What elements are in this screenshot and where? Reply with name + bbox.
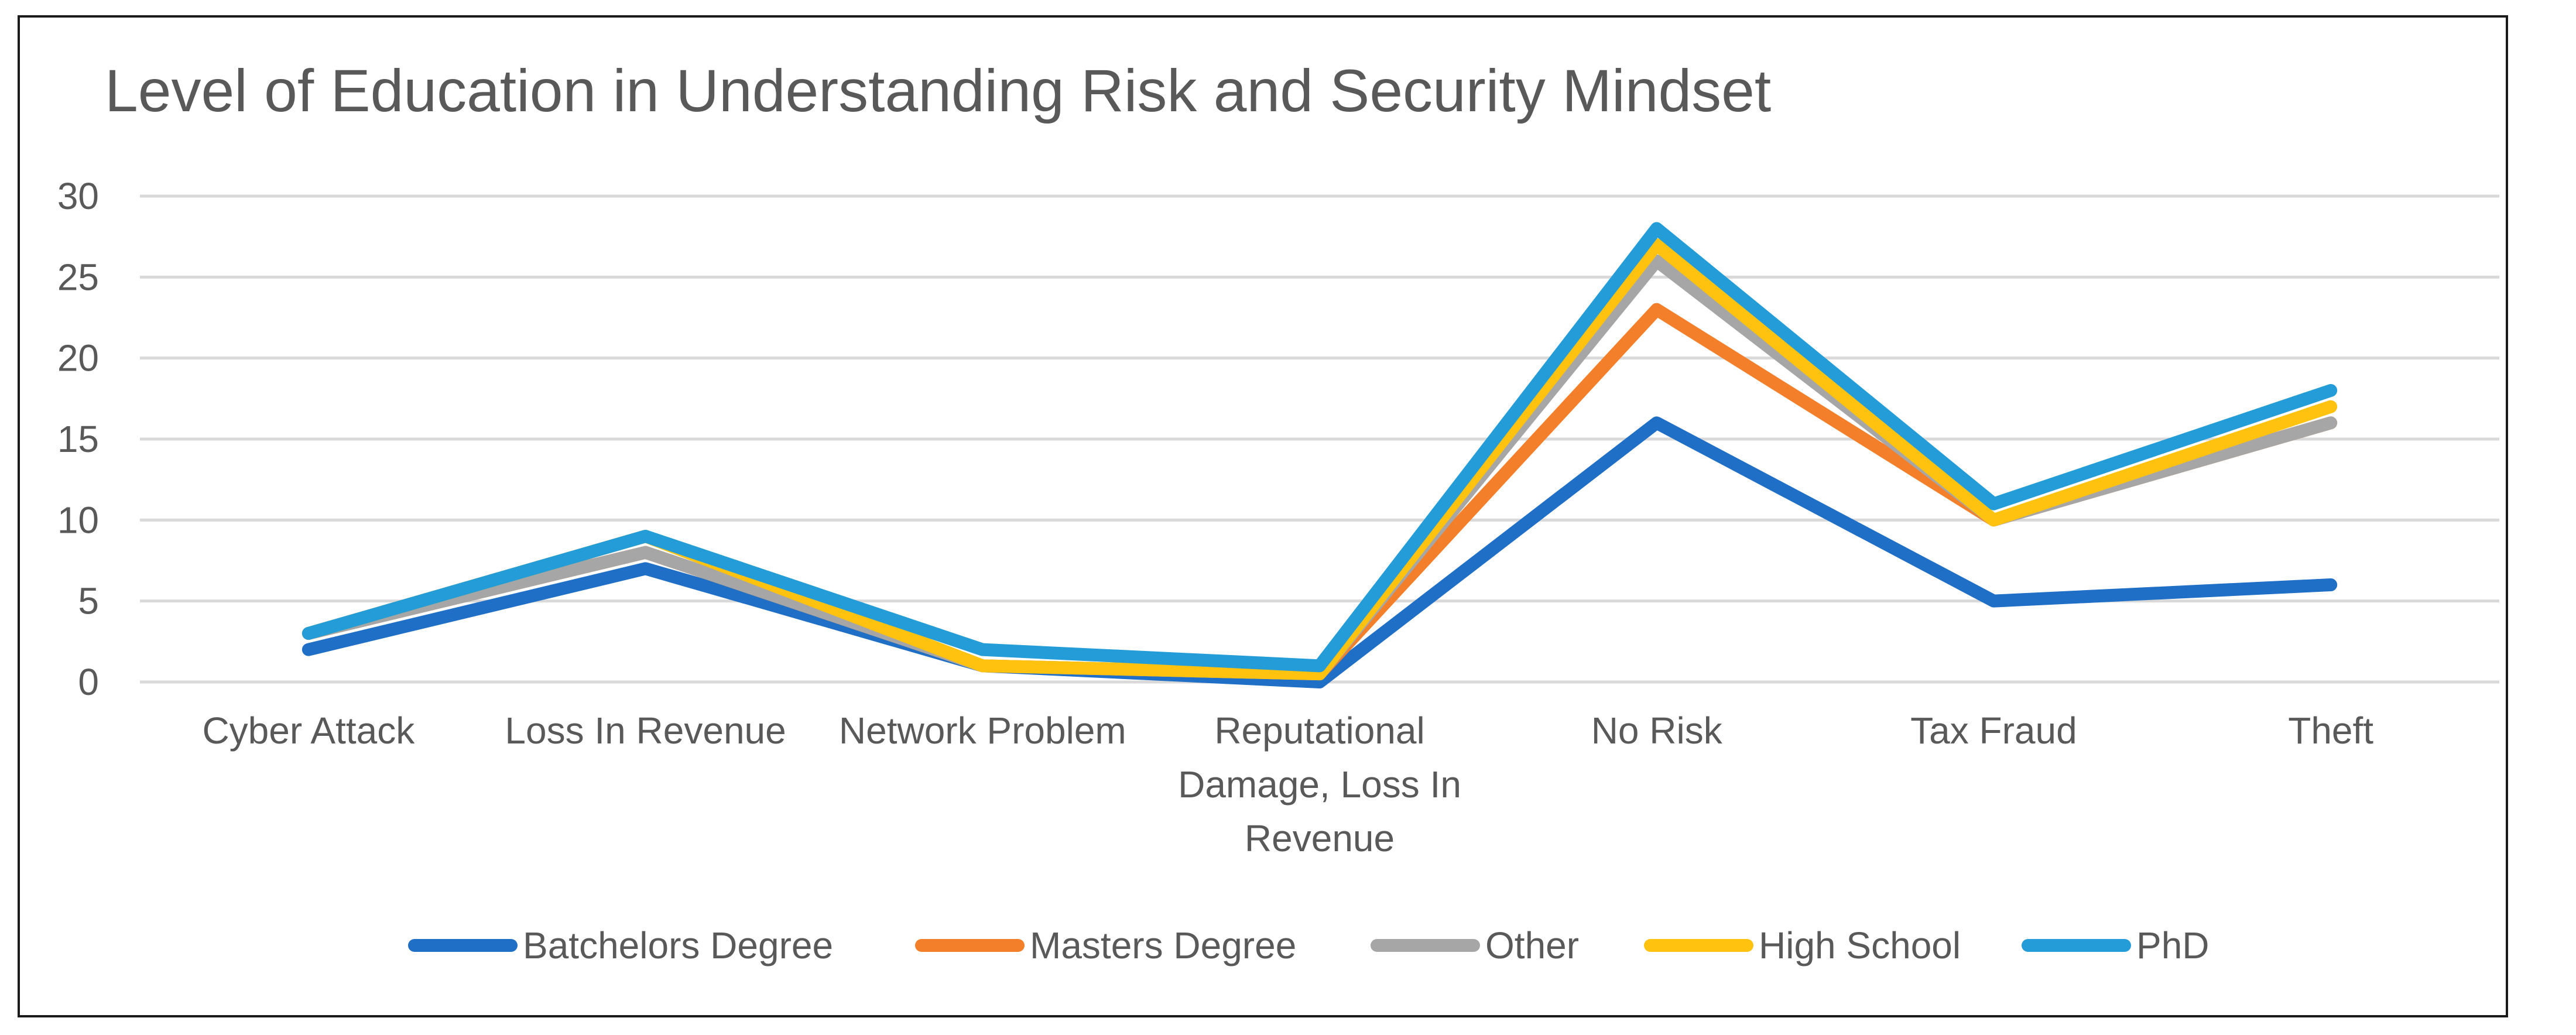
x-category-label: Loss In Revenue — [505, 710, 786, 752]
legend-label: Masters Degree — [1030, 924, 1296, 967]
legend-label: Other — [1485, 924, 1579, 967]
legend-item: Masters Degree — [915, 924, 1296, 967]
legend-item: Batchelors Degree — [408, 924, 833, 967]
x-axis-categories: Cyber Attack Loss In Revenue Network Probl… — [202, 710, 2373, 859]
x-category-label: Damage, Loss In — [1178, 763, 1461, 806]
y-tick-label: 0 — [78, 661, 99, 703]
x-category-label: Cyber Attack — [202, 710, 415, 752]
x-category-label: No Risk — [1591, 710, 1723, 752]
series-line-other — [302, 254, 2338, 681]
series-line-batchelors-degree — [302, 416, 2338, 688]
y-tick-label: 5 — [78, 580, 99, 622]
legend-label: Batchelors Degree — [523, 924, 833, 967]
legend-item: High School — [1644, 924, 1961, 967]
series-line-phd — [302, 222, 2338, 673]
x-category-label: Reputational — [1214, 710, 1424, 752]
x-category-label: Revenue — [1245, 817, 1395, 859]
y-tick-label: 10 — [57, 499, 99, 541]
y-tick-label: 20 — [57, 337, 99, 379]
y-tick-label: 15 — [57, 418, 99, 460]
x-category-label: Theft — [2288, 710, 2373, 752]
x-category-label: Network Problem — [839, 710, 1126, 752]
y-tick-label: 30 — [57, 175, 99, 217]
legend-label: High School — [1759, 924, 1961, 967]
line-chart: Level of Education in Understanding Risk… — [57, 57, 2499, 967]
legend-item: PhD — [2022, 924, 2210, 967]
chart-frame: Level of Education in Understanding Risk… — [18, 15, 2508, 1017]
legend-item: Other — [1371, 924, 1579, 967]
y-tick-label: 25 — [57, 256, 99, 298]
y-axis-ticks: 0 5 10 15 20 25 30 — [57, 175, 99, 703]
series-line-high-school — [302, 238, 2338, 681]
series-lines — [302, 222, 2338, 688]
x-category-label: Tax Fraud — [1910, 710, 2077, 752]
chart-title: Level of Education in Understanding Risk… — [105, 57, 1771, 124]
legend: Batchelors Degree Masters Degree Other High… — [408, 924, 2210, 967]
legend-label: PhD — [2136, 924, 2210, 967]
